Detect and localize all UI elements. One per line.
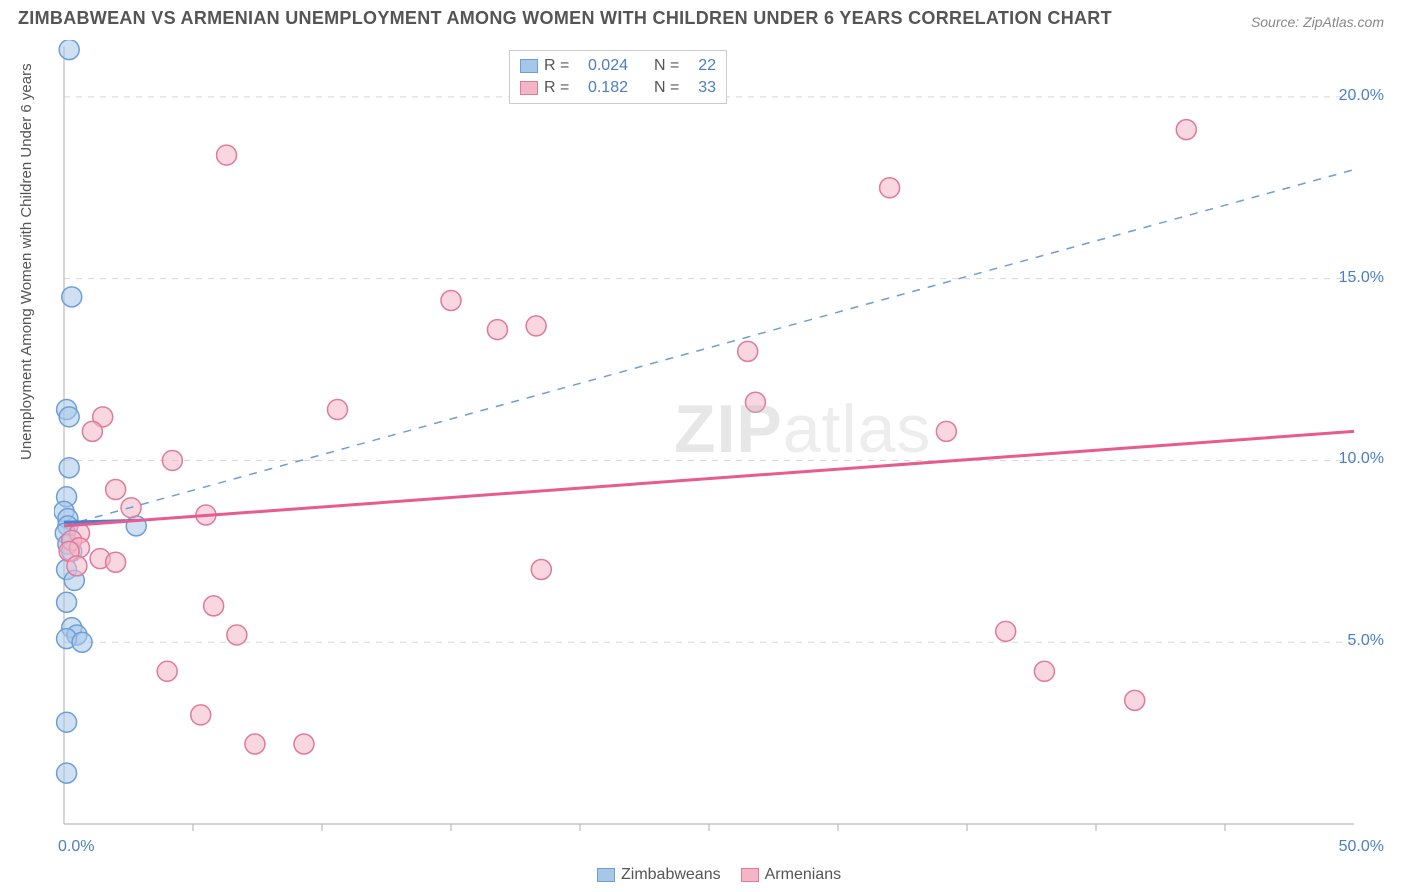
y-tick-label: 5.0% bbox=[1348, 632, 1384, 650]
legend-row: R = 0.182 N = 33 bbox=[520, 77, 716, 99]
x-tick-min: 0.0% bbox=[58, 838, 94, 856]
legend-series-name: Zimbabweans bbox=[621, 866, 721, 883]
legend-swatch bbox=[741, 868, 759, 882]
y-tick-label: 10.0% bbox=[1339, 450, 1384, 468]
legend-n-label: N = bbox=[654, 79, 680, 97]
legend-item: Armenians bbox=[741, 866, 841, 884]
legend-swatch bbox=[520, 81, 538, 95]
y-tick-label: 15.0% bbox=[1339, 269, 1384, 287]
legend-r-value: 0.182 bbox=[576, 79, 628, 97]
legend-swatch bbox=[597, 868, 615, 882]
scatter-chart bbox=[54, 40, 1390, 840]
chart-title: ZIMBABWEAN VS ARMENIAN UNEMPLOYMENT AMON… bbox=[18, 8, 1112, 29]
y-tick-label: 20.0% bbox=[1339, 87, 1384, 105]
legend-r-label: R = bbox=[544, 79, 570, 97]
legend-row: R = 0.024 N = 22 bbox=[520, 55, 716, 77]
chart-container: ZIPatlas R =0.024N =22R =0.182N =33 Zimb… bbox=[54, 40, 1390, 840]
legend-item: Zimbabweans bbox=[597, 866, 721, 884]
series-legend: Zimbabweans Armenians bbox=[597, 866, 841, 884]
y-axis-label: Unemployment Among Women with Children U… bbox=[18, 63, 35, 460]
legend-n-label: N = bbox=[654, 57, 680, 75]
legend-n-value: 22 bbox=[686, 57, 716, 75]
x-tick-max: 50.0% bbox=[1339, 838, 1384, 856]
legend-n-value: 33 bbox=[686, 79, 716, 97]
legend-r-value: 0.024 bbox=[576, 57, 628, 75]
legend-series-name: Armenians bbox=[765, 866, 841, 883]
correlation-legend: R = 0.024 N = 22 R = 0.182 N = 33 bbox=[509, 50, 727, 104]
legend-r-label: R = bbox=[544, 57, 570, 75]
source-label: Source: ZipAtlas.com bbox=[1251, 14, 1384, 30]
legend-swatch bbox=[520, 59, 538, 73]
